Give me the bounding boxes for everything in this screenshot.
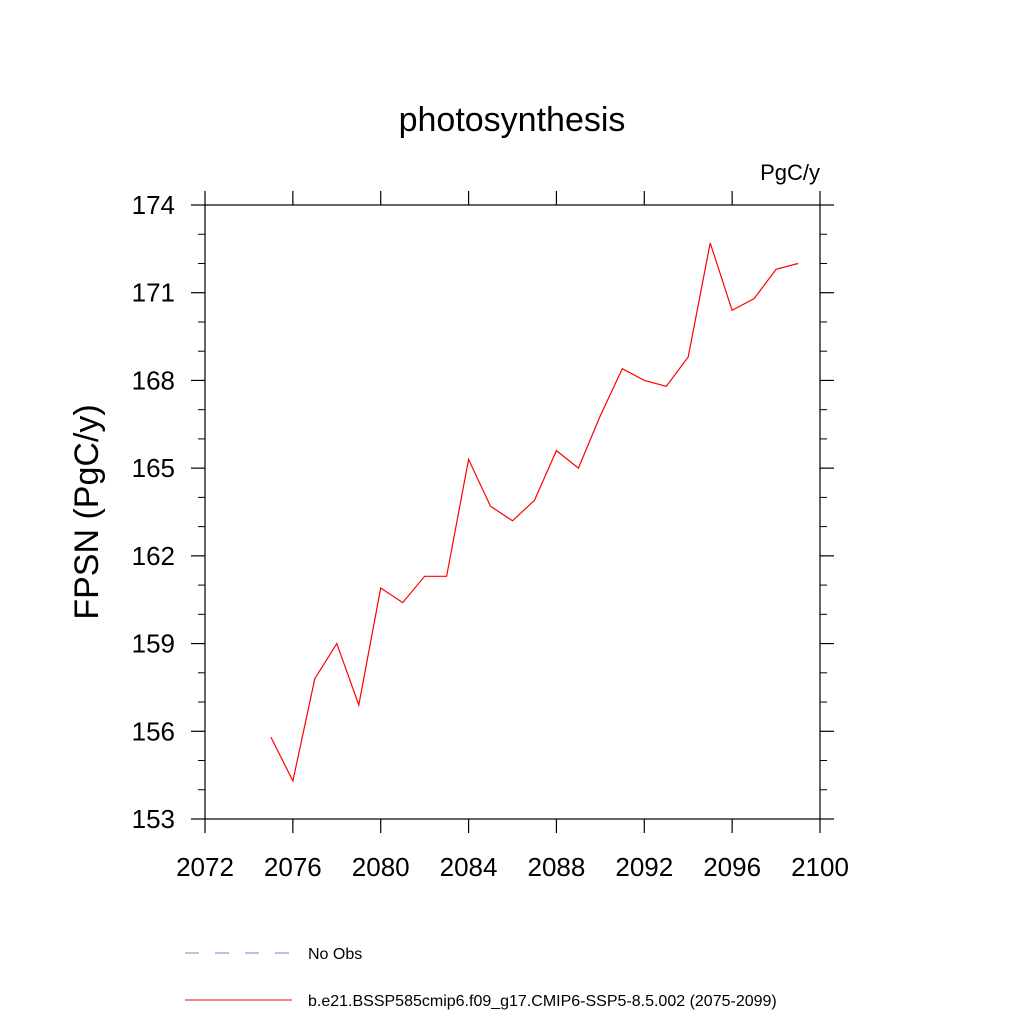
x-tick-label: 2092 [615, 852, 673, 882]
y-tick-label: 165 [132, 453, 175, 483]
y-tick-label: 171 [132, 278, 175, 308]
x-tick-label: 2088 [528, 852, 586, 882]
x-tick-label: 2076 [264, 852, 322, 882]
y-tick-label: 156 [132, 716, 175, 746]
plot-frame [204, 204, 821, 820]
y-axis-label: FPSN (PgC/y) [68, 404, 106, 619]
chart-title: photosynthesis [399, 101, 626, 139]
y-tick-label: 159 [132, 629, 175, 659]
axis-ticks [191, 191, 834, 833]
series-line [270, 242, 799, 783]
tick-labels: 2072 2076 2080 2084 2088 2092 2096 2100 153 156 15… [132, 190, 849, 882]
x-tick-label: 2100 [791, 852, 849, 882]
x-tick-label: 2080 [352, 852, 410, 882]
units-label: PgC/y [760, 160, 820, 185]
series-layer [270, 242, 799, 783]
legend-label: b.e21.BSSP585cmip6.f09_g17.CMIP6-SSP5-8.… [308, 993, 777, 1010]
y-tick-label: 174 [132, 190, 175, 220]
y-tick-label: 168 [132, 365, 175, 395]
legend-label: No Obs [308, 946, 362, 963]
legend: No Obs b.e21.BSSP585cmip6.f09_g17.CMIP6-S… [185, 946, 777, 1010]
x-tick-label: 2084 [440, 852, 498, 882]
x-tick-label: 2072 [176, 852, 234, 882]
y-tick-label: 162 [132, 541, 175, 571]
x-tick-label: 2096 [703, 852, 761, 882]
y-tick-label: 153 [132, 804, 175, 834]
